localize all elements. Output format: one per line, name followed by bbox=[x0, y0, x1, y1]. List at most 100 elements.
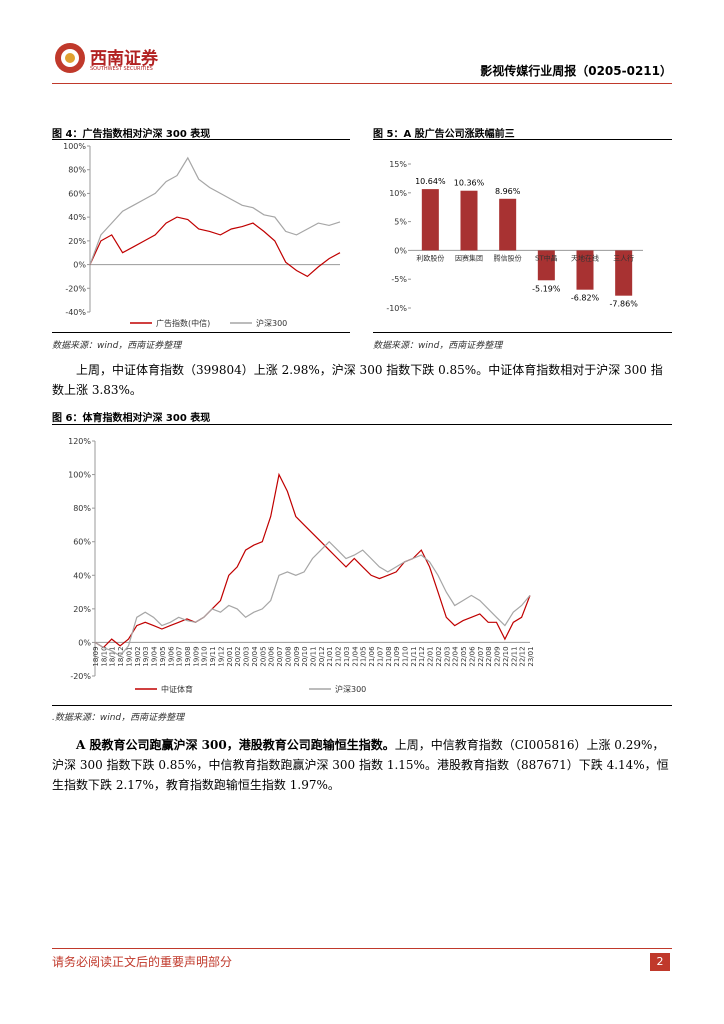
value-label: -5.19% bbox=[532, 284, 561, 293]
legend-label: 沪深300 bbox=[335, 684, 366, 694]
logo-icon bbox=[55, 43, 85, 73]
rule bbox=[52, 424, 672, 425]
x-tick-label: 20/12 bbox=[318, 646, 326, 666]
value-label: 10.64% bbox=[415, 177, 446, 186]
value-label: 10.36% bbox=[454, 179, 485, 188]
bar bbox=[537, 250, 555, 281]
x-tick-label: 18/12 bbox=[117, 646, 125, 666]
x-tick-label: 19/04 bbox=[151, 646, 159, 667]
x-tick-label: 18/09 bbox=[92, 646, 100, 666]
x-tick-label: 19/06 bbox=[167, 646, 175, 667]
bar bbox=[615, 250, 633, 296]
rule bbox=[52, 139, 350, 140]
logo-en: SOUTHWEST SECURITIES bbox=[90, 66, 153, 72]
y-tick-label: 10% bbox=[389, 189, 407, 198]
x-tick-label: 21/01 bbox=[326, 646, 334, 666]
y-tick-label: 0% bbox=[394, 246, 407, 255]
x-tick-label: 21/08 bbox=[385, 646, 393, 666]
x-tick-label: 22/01 bbox=[427, 646, 435, 666]
x-tick-label: 20/08 bbox=[284, 646, 292, 666]
x-tick-label: 天地在线 bbox=[571, 253, 599, 262]
y-tick-label: 40% bbox=[68, 213, 86, 222]
caption: 图 6：体育指数相对沪深 300 表现 bbox=[52, 413, 211, 424]
bar bbox=[499, 198, 517, 251]
y-tick-label: -10% bbox=[386, 304, 407, 313]
y-tick-label: 60% bbox=[73, 538, 91, 547]
x-tick-label: 22/10 bbox=[502, 646, 510, 666]
x-tick-label: 19/02 bbox=[134, 646, 142, 666]
y-tick-label: 80% bbox=[68, 166, 86, 175]
x-tick-label: 19/05 bbox=[159, 646, 167, 666]
x-tick-label: 20/05 bbox=[259, 646, 267, 666]
x-tick-label: 21/04 bbox=[351, 646, 359, 667]
y-tick-label: 0% bbox=[73, 261, 86, 270]
series-line bbox=[89, 216, 341, 278]
x-tick-label: 19/03 bbox=[142, 646, 150, 666]
legend-label: 广告指数(中信) bbox=[156, 318, 210, 328]
x-tick-label: 22/07 bbox=[477, 646, 485, 666]
caption: 图 5：A 股广告公司涨跌幅前三 bbox=[373, 129, 515, 140]
x-tick-label: 21/10 bbox=[402, 646, 410, 666]
chart: -20%0%20%40%60%80%100%120%18/09 18/10 18/1… bbox=[68, 437, 535, 694]
x-tick-label: 因赛集团 bbox=[455, 253, 483, 262]
page-number: 2 bbox=[650, 953, 670, 971]
x-tick-label: 20/04 bbox=[251, 646, 259, 667]
x-tick-label: 22/09 bbox=[494, 646, 502, 666]
header-rule bbox=[52, 83, 672, 84]
x-tick-label: 19/07 bbox=[176, 646, 184, 666]
bar bbox=[460, 190, 478, 251]
y-tick-label: -40% bbox=[65, 308, 86, 317]
x-tick-label: 19/10 bbox=[201, 646, 209, 666]
series-line bbox=[89, 156, 341, 265]
x-tick-label: ST中昌 bbox=[535, 253, 558, 262]
legend-label: 中证体育 bbox=[161, 684, 193, 694]
x-tick-label: 22/05 bbox=[460, 646, 468, 666]
x-tick-label: 20/10 bbox=[301, 646, 309, 666]
x-tick-label: 20/03 bbox=[243, 646, 251, 666]
x-tick-label: 21/09 bbox=[393, 646, 401, 666]
y-tick-label: -20% bbox=[70, 672, 91, 681]
logo-cn: 西南证券 bbox=[90, 49, 158, 69]
y-tick-label: 20% bbox=[73, 605, 91, 614]
x-tick-label: 20/06 bbox=[268, 646, 276, 667]
x-tick-label: 20/11 bbox=[310, 646, 318, 666]
x-tick-label: 22/06 bbox=[468, 646, 476, 667]
x-tick-label: 22/03 bbox=[443, 646, 451, 666]
x-tick-label: 20/02 bbox=[234, 646, 242, 666]
source: .数据来源：wind，西南证券整理 bbox=[52, 713, 185, 723]
value-label: 8.96% bbox=[495, 187, 521, 196]
value-label: -7.86% bbox=[610, 300, 639, 309]
chart: -40% -20% 0% 20% 40% 60% 80% 100% 广告指数(中信) 沪深300 bbox=[63, 142, 341, 328]
x-tick-label: 利欧股份 bbox=[416, 253, 444, 262]
x-tick-label: 21/03 bbox=[343, 646, 351, 666]
x-tick-label: 22/12 bbox=[519, 646, 527, 666]
y-tick-label: 100% bbox=[63, 142, 86, 151]
x-tick-label: 22/08 bbox=[485, 646, 493, 666]
x-tick-label: 21/07 bbox=[376, 646, 384, 666]
y-tick-label: 15% bbox=[389, 160, 407, 169]
x-tick-label: 19/08 bbox=[184, 646, 192, 666]
y-tick-label: -20% bbox=[65, 284, 86, 293]
value-label: -6.82% bbox=[571, 294, 600, 303]
y-tick-label: 120% bbox=[68, 437, 91, 446]
x-tick-label: 21/02 bbox=[335, 646, 343, 666]
caption: 图 4：广告指数相对沪深 300 表现 bbox=[52, 129, 211, 140]
y-tick-label: 80% bbox=[73, 504, 91, 513]
rule bbox=[373, 332, 672, 333]
series-line bbox=[94, 472, 531, 649]
source: 数据来源：wind，西南证券整理 bbox=[373, 341, 503, 351]
x-tick-label: 20/09 bbox=[293, 646, 301, 666]
bold-lead: A 股教育公司跑赢沪深 300，港股教育公司跑输恒生指数。 bbox=[76, 738, 395, 752]
x-tick-label: 20/07 bbox=[276, 646, 284, 666]
y-tick-label: 20% bbox=[68, 237, 86, 246]
x-tick-label: 21/05 bbox=[360, 646, 368, 666]
x-tick-label: 腾信股份 bbox=[494, 253, 522, 262]
legend-label: 沪深300 bbox=[256, 318, 287, 328]
text: 上周，中信教育指数（CI005816）上涨 0.29%，沪深 300 指数下跌 … bbox=[52, 738, 669, 792]
y-tick-label: -5% bbox=[391, 275, 407, 284]
x-tick-label: 21/11 bbox=[410, 646, 418, 666]
y-tick-label: 60% bbox=[68, 189, 86, 198]
x-tick-label: 18/10 bbox=[100, 646, 108, 666]
x-tick-label: 19/01 bbox=[125, 646, 133, 666]
